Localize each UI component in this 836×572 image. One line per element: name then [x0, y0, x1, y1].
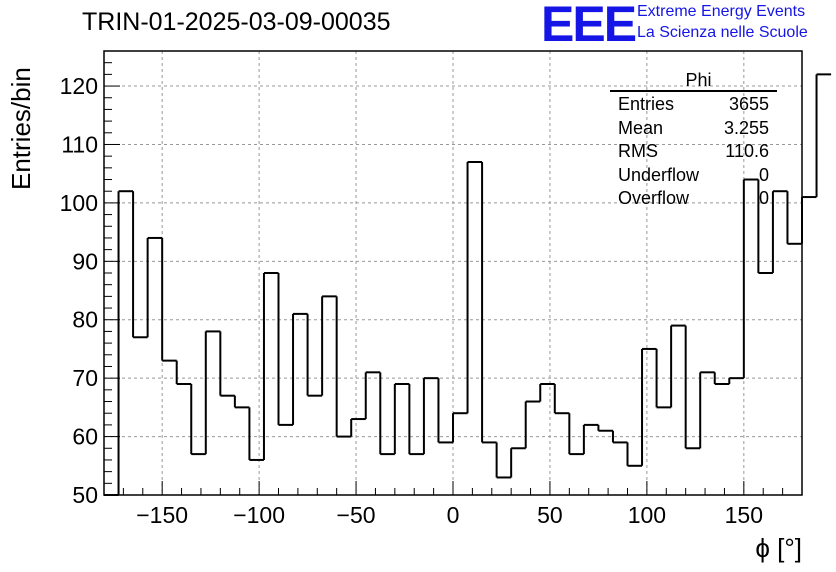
x-tick-label: 100 [628, 502, 666, 528]
stats-divider [610, 90, 777, 92]
stats-row-mean: Mean 3.255 [610, 117, 777, 141]
x-tick-label: −50 [337, 502, 376, 528]
y-tick-label: 90 [72, 248, 98, 274]
plot-title: TRIN-01-2025-03-09-00035 [82, 8, 391, 36]
stats-box: Phi Entries 3655 Mean 3.255 RMS 110.6 Un… [610, 70, 777, 211]
stats-label: Underflow [618, 164, 700, 185]
eee-logo: EEE [541, 0, 637, 52]
stats-value: 3655 [728, 94, 769, 114]
y-tick-label: 100 [60, 190, 98, 216]
axes: 50 60 70 80 90 100 110 120 −150 −100 −50 0 50 100 150 [60, 50, 803, 528]
histogram-series [104, 73, 832, 496]
stats-row-overflow: Overflow 0 [610, 187, 777, 211]
stats-row-rms: RMS 110.6 [610, 140, 777, 164]
stats-label: RMS [618, 141, 658, 161]
y-tick-label: 110 [61, 131, 98, 157]
x-tick-label: 150 [725, 502, 763, 528]
y-tick-label: 70 [72, 365, 98, 391]
stats-label: Entries [618, 94, 675, 114]
stats-label: Overflow [618, 188, 690, 208]
y-tick-label: 60 [72, 424, 98, 450]
stats-row-underflow: Underflow 0 [610, 164, 777, 188]
stats-label: Mean [618, 117, 664, 138]
x-tick-label: 0 [447, 502, 460, 528]
stats-value: 3.255 [723, 117, 769, 138]
y-tick-label: 50 [72, 482, 98, 508]
stats-value: 0 [758, 188, 769, 208]
y-axis-label: Entries/bin [6, 67, 36, 190]
stats-title: Phi [685, 70, 712, 90]
stats-value: 110.6 [725, 141, 769, 161]
x-tick-label: 50 [537, 502, 563, 528]
y-tick-label: 120 [60, 73, 98, 99]
stats-value: 0 [758, 164, 769, 185]
x-tick-label: −150 [136, 502, 188, 528]
y-tick-label: 80 [72, 307, 98, 333]
x-axis-label: ϕ [°] [755, 533, 802, 563]
logo-tagline-2: La Scienza nelle Scuole [637, 24, 808, 41]
stats-row-entries: Entries 3655 [610, 93, 777, 117]
x-tick-label: −100 [233, 502, 285, 528]
logo-tagline-1: Extreme Energy Events [637, 3, 806, 20]
